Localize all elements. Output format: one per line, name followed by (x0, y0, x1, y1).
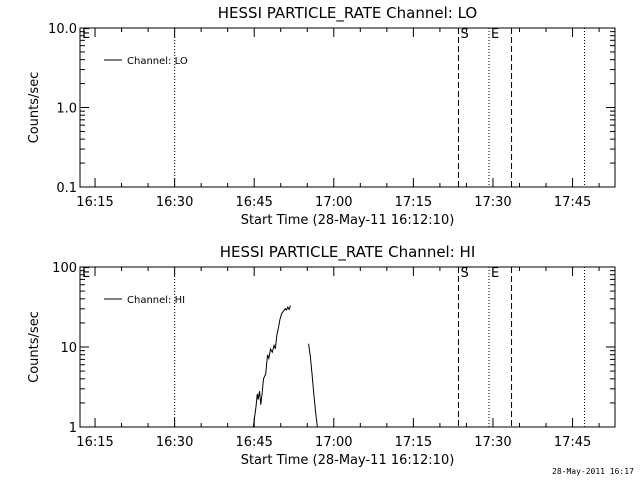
x-tick-label: 17:45 (554, 435, 591, 450)
y-tick-label: 100 (52, 261, 77, 276)
marker-label: E (491, 266, 499, 281)
marker-label: E (491, 27, 499, 42)
x-tick-label: 17:30 (474, 195, 511, 210)
x-tick-label: 17:15 (395, 435, 432, 450)
y-tick-label: 10.0 (48, 22, 77, 37)
footer-timestamp: 28-May-2011 16:17 (552, 467, 634, 476)
y-tick-label: 0.1 (56, 181, 77, 196)
x-tick-label: 17:00 (315, 195, 352, 210)
x-tick-label: 16:45 (235, 195, 272, 210)
x-tick-label: 17:15 (395, 195, 432, 210)
start-marker-label: E (82, 266, 90, 281)
x-tick-label: 16:30 (156, 435, 193, 450)
x-tick-label: 17:30 (474, 435, 511, 450)
x-tick-label: 17:00 (315, 435, 352, 450)
chart-title: HESSI PARTICLE_RATE Channel: LO (218, 4, 477, 23)
legend-label: Channel: HI (127, 295, 185, 306)
panel-lo: HESSI PARTICLE_RATE Channel: LO 16:15 16:3… (27, 4, 616, 228)
marker-label: S (460, 266, 468, 281)
marker-label: S (460, 27, 468, 42)
x-tick-label: 16:45 (235, 435, 272, 450)
plot-frame (79, 27, 616, 188)
x-axis-label: Start Time (28-May-11 16:12:10) (241, 453, 455, 468)
x-tick-label: 16:15 (76, 195, 113, 210)
x-tick-label: 16:15 (76, 435, 113, 450)
y-axis-label: Counts/sec (27, 311, 42, 383)
y-tick-label: 10 (60, 341, 77, 356)
chart-title: HESSI PARTICLE_RATE Channel: HI (220, 243, 476, 262)
x-axis-label: Start Time (28-May-11 16:12:10) (241, 213, 455, 228)
x-tick-label: 16:30 (156, 195, 193, 210)
y-tick-label: 1.0 (56, 102, 77, 117)
legend-label: Channel: LO (127, 56, 188, 67)
series-line (308, 343, 318, 428)
panel-hi: HESSI PARTICLE_RATE Channel: HI 16:15 16:3… (27, 243, 616, 468)
series-line (252, 305, 291, 428)
y-tick-label: 1 (69, 421, 77, 436)
plot-frame (79, 266, 616, 428)
start-marker-label: E (82, 27, 90, 42)
y-axis-label: Counts/sec (27, 72, 42, 144)
x-tick-label: 17:45 (554, 195, 591, 210)
